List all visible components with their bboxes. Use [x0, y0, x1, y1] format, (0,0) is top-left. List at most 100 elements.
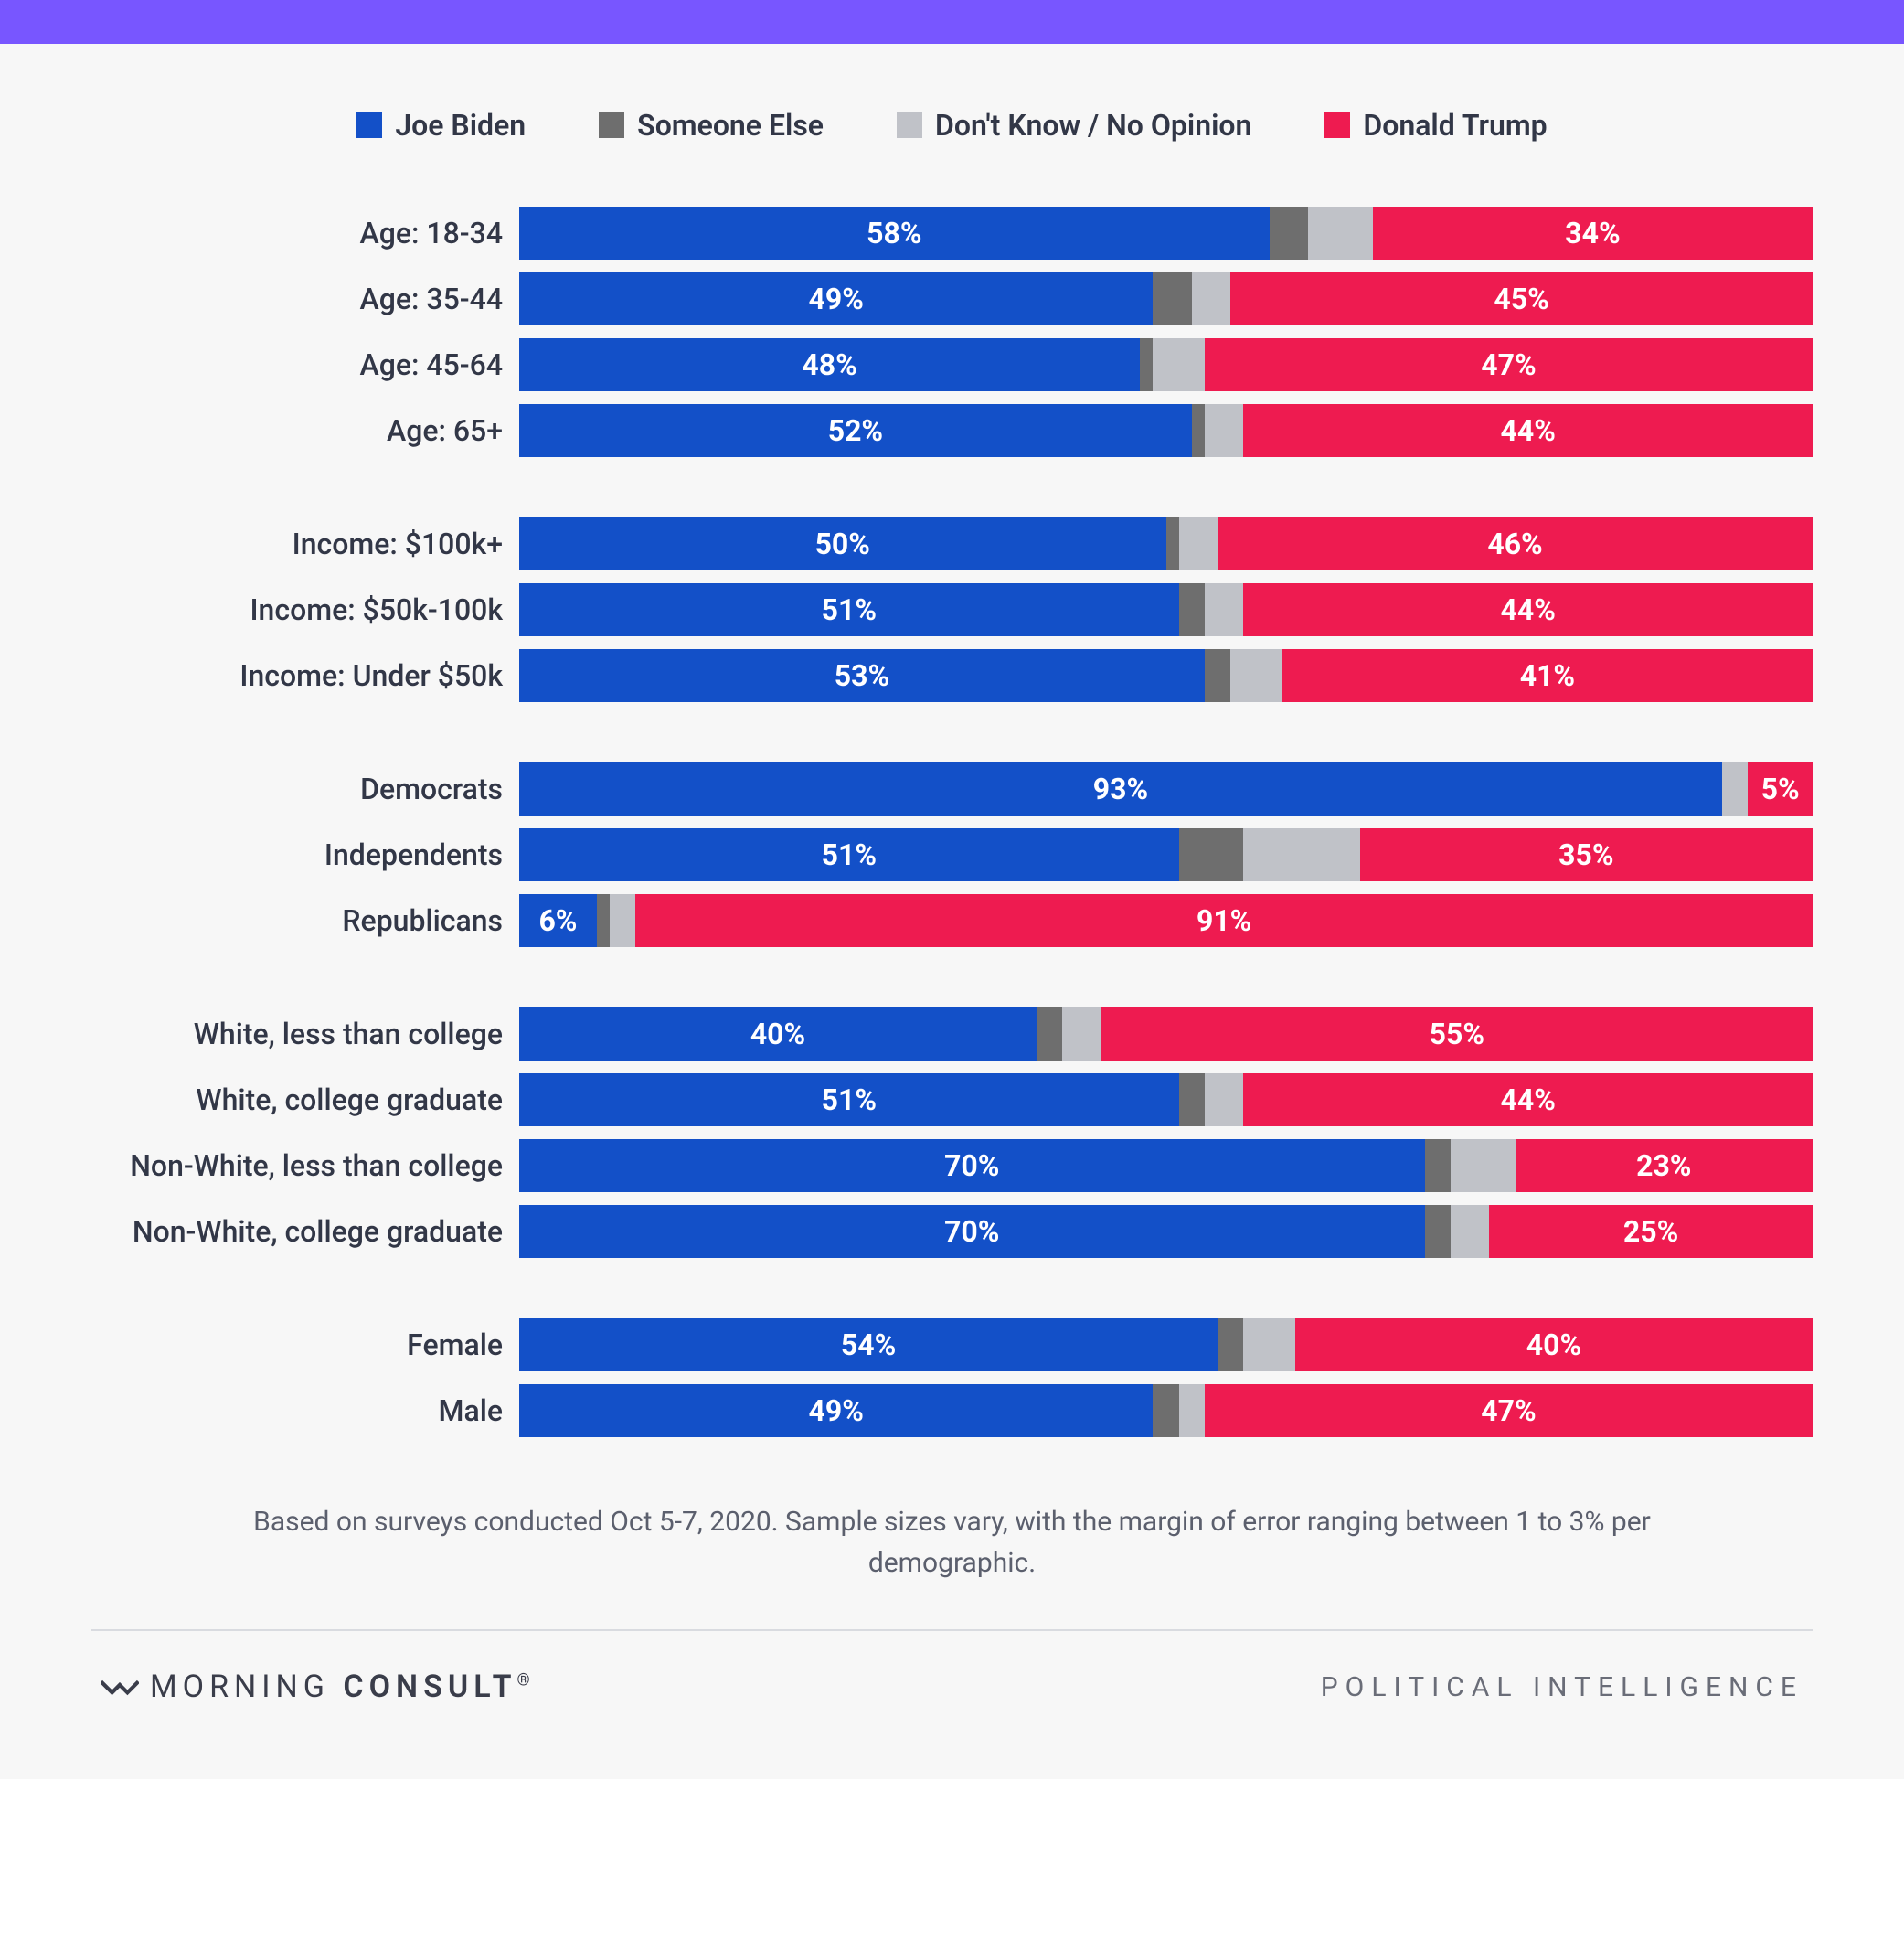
- bar-row: White, college graduate 51%44%: [91, 1073, 1813, 1126]
- bar-segment-biden: 49%: [519, 1384, 1153, 1437]
- stacked-bar: 58% 34%: [519, 207, 1813, 260]
- bar-segment-biden: 51%: [519, 583, 1179, 636]
- bar-segment-trump: 23%: [1516, 1139, 1813, 1192]
- segment-value-label: 49%: [808, 282, 863, 316]
- stacked-bar: 49% 45%: [519, 272, 1813, 325]
- category-label: White, college graduate: [91, 1082, 503, 1117]
- legend-swatch: [1324, 112, 1350, 138]
- bar-segment-trump: 41%: [1282, 649, 1813, 702]
- bar-segment-someone-else: [1270, 207, 1308, 260]
- stacked-bar: 93%5%: [519, 762, 1813, 816]
- top-accent-bar: [0, 0, 1904, 44]
- stacked-bar: 51%44%: [519, 1073, 1813, 1126]
- bar-segment-someone-else: [597, 894, 610, 947]
- bar-row: Age: 35-44 49% 45%: [91, 272, 1813, 325]
- segment-value-label: 5%: [1761, 772, 1800, 806]
- category-label: Age: 18-34: [91, 216, 503, 251]
- bar-segment-trump: 44%: [1243, 1073, 1813, 1126]
- footnote: Based on surveys conducted Oct 5-7, 2020…: [91, 1501, 1813, 1583]
- legend-label: Someone Else: [637, 108, 824, 143]
- bar-segment-biden: 48%: [519, 338, 1140, 391]
- segment-value-label: 52%: [828, 413, 883, 448]
- bar-segment-dont-know: [1205, 404, 1243, 457]
- category-label: Male: [91, 1393, 503, 1428]
- bar-segment-dont-know: [1179, 1384, 1205, 1437]
- bar-segment-biden: 52%: [519, 404, 1192, 457]
- category-label: Income: Under $50k: [91, 658, 503, 693]
- bar-segment-trump: 45%: [1230, 272, 1813, 325]
- bar-row: Female 54%40%: [91, 1318, 1813, 1371]
- segment-value-label: 51%: [822, 837, 877, 872]
- segment-value-label: 50%: [815, 527, 870, 561]
- bar-group: Democrats93%5%Independents51%35%Republic…: [91, 762, 1813, 947]
- bar-row: Independents51%35%: [91, 828, 1813, 881]
- segment-value-label: 35%: [1558, 837, 1613, 872]
- bar-row: White, less than college 40%55%: [91, 1007, 1813, 1061]
- bar-segment-trump: 40%: [1295, 1318, 1813, 1371]
- legend-item: Donald Trump: [1324, 108, 1547, 143]
- bar-segment-biden: 6%: [519, 894, 597, 947]
- legend-swatch: [356, 112, 382, 138]
- bar-segment-biden: 49%: [519, 272, 1153, 325]
- segment-value-label: 44%: [1500, 413, 1555, 448]
- segment-value-label: 44%: [1500, 592, 1555, 627]
- segment-value-label: 58%: [867, 216, 921, 251]
- category-label: Republicans: [91, 903, 503, 938]
- bar-segment-someone-else: [1205, 649, 1230, 702]
- bar-segment-dont-know: [1243, 828, 1359, 881]
- footer: MORNING CONSULT® POLITICAL INTELLIGENCE: [91, 1668, 1813, 1743]
- bar-group: Age: 18-3458%34%Age: 35-4449%45%Age: 45-…: [91, 207, 1813, 457]
- stacked-bar: 40%55%: [519, 1007, 1813, 1061]
- brand-mark-icon: [101, 1668, 139, 1706]
- bar-row: Non-White, college graduate70%25%: [91, 1205, 1813, 1258]
- bar-group: Female 54%40% Male 49% 47%: [91, 1318, 1813, 1437]
- brand-pre: MORNING: [150, 1668, 343, 1705]
- bar-segment-trump: 35%: [1360, 828, 1813, 881]
- legend-item: Joe Biden: [356, 108, 526, 143]
- category-label: Democrats: [91, 772, 503, 806]
- segment-value-label: 23%: [1636, 1148, 1691, 1183]
- segment-value-label: 47%: [1481, 1393, 1536, 1428]
- segment-value-label: 40%: [1526, 1327, 1581, 1362]
- bar-segment-biden: 51%: [519, 828, 1179, 881]
- bar-row: Age: 18-34 58% 34%: [91, 207, 1813, 260]
- bar-segment-someone-else: [1179, 583, 1205, 636]
- bar-segment-dont-know: [1205, 1073, 1243, 1126]
- chart-container: Joe BidenSomeone ElseDon't Know / No Opi…: [0, 44, 1904, 1779]
- bar-row: Income: $100k+50%46%: [91, 517, 1813, 570]
- segment-value-label: 34%: [1565, 216, 1620, 251]
- bar-segment-trump: 47%: [1205, 338, 1813, 391]
- segment-value-label: 49%: [808, 1393, 863, 1428]
- bar-segment-dont-know: [610, 894, 635, 947]
- category-label: Age: 35-44: [91, 282, 503, 316]
- bar-row: Male 49% 47%: [91, 1384, 1813, 1437]
- brand-text: MORNING CONSULT®: [150, 1668, 536, 1705]
- category-label: White, less than college: [91, 1017, 503, 1051]
- bar-segment-someone-else: [1179, 828, 1244, 881]
- bar-segment-biden: 50%: [519, 517, 1166, 570]
- legend-label: Donald Trump: [1363, 108, 1547, 143]
- bar-segment-biden: 40%: [519, 1007, 1037, 1061]
- bar-segment-dont-know: [1451, 1205, 1489, 1258]
- segment-value-label: 48%: [802, 347, 856, 382]
- bar-segment-dont-know: [1192, 272, 1230, 325]
- bar-segment-dont-know: [1722, 762, 1748, 816]
- segment-value-label: 91%: [1197, 903, 1251, 938]
- footer-divider: [91, 1629, 1813, 1631]
- legend-swatch: [599, 112, 624, 138]
- bar-row: Income: $50k-100k51%44%: [91, 583, 1813, 636]
- segment-value-label: 6%: [538, 903, 577, 938]
- bar-segment-someone-else: [1179, 1073, 1205, 1126]
- bar-row: Republicans 6% 91%: [91, 894, 1813, 947]
- bar-segment-dont-know: [1308, 207, 1373, 260]
- brand-bold: CONSULT: [343, 1668, 516, 1705]
- segment-value-label: 45%: [1494, 282, 1548, 316]
- segment-value-label: 70%: [944, 1148, 999, 1183]
- stacked-bar: 54%40%: [519, 1318, 1813, 1371]
- bar-segment-dont-know: [1243, 1318, 1295, 1371]
- bar-segment-someone-else: [1153, 1384, 1178, 1437]
- category-label: Female: [91, 1327, 503, 1362]
- stacked-bar: 52% 44%: [519, 404, 1813, 457]
- bar-segment-biden: 58%: [519, 207, 1270, 260]
- bar-row: Income: Under $50k53%41%: [91, 649, 1813, 702]
